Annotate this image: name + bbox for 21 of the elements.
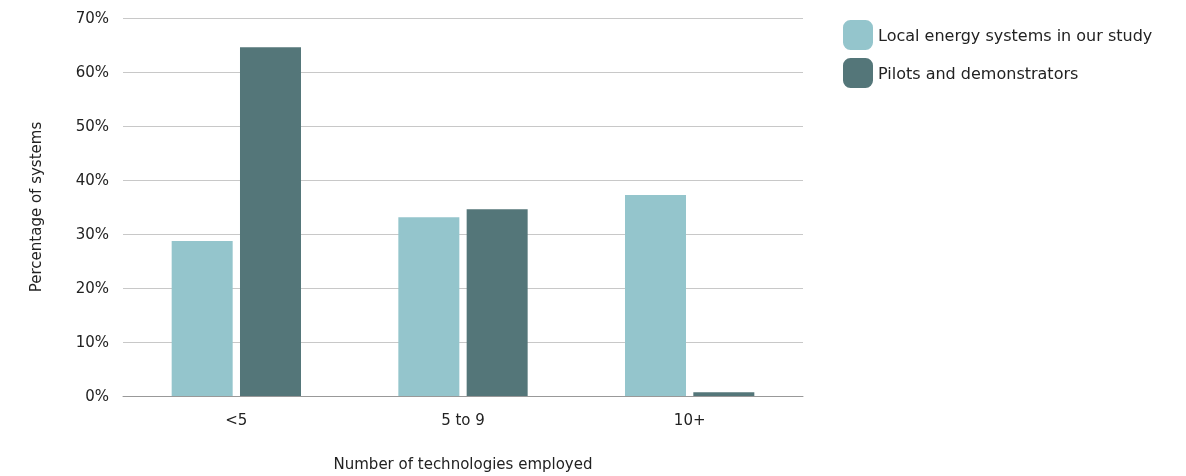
y-axis-title: Percentage of systems	[26, 121, 45, 293]
y-tick-label: 60%	[75, 63, 109, 81]
y-tick-label: 40%	[75, 171, 109, 189]
y-tick-label: 20%	[75, 279, 109, 297]
legend-label: Local energy systems in our study	[878, 25, 1153, 45]
bar	[398, 217, 460, 396]
y-tick-label: 50%	[75, 117, 109, 135]
x-axis-title: Number of technologies employed	[333, 454, 593, 473]
bar	[625, 195, 687, 396]
y-tick-label: 30%	[75, 225, 109, 243]
bar	[693, 392, 755, 396]
legend-label: Pilots and demonstrators	[878, 63, 1079, 83]
bar	[171, 241, 233, 396]
x-tick-label: <5	[225, 410, 248, 429]
y-tick-label: 10%	[75, 333, 109, 351]
x-tick-label: 10+	[673, 410, 706, 429]
bar	[239, 47, 301, 396]
y-tick-label: 70%	[75, 9, 109, 27]
y-tick-label: 0%	[85, 387, 109, 405]
x-tick-label: 5 to 9	[441, 410, 485, 429]
bar	[466, 209, 528, 396]
